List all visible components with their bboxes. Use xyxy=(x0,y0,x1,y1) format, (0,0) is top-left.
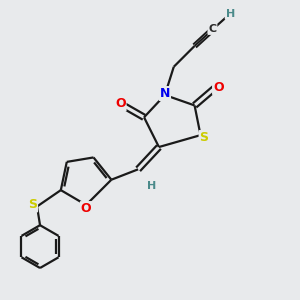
Text: O: O xyxy=(213,81,224,94)
Text: N: N xyxy=(160,87,170,100)
Text: H: H xyxy=(147,181,156,191)
Text: S: S xyxy=(28,199,37,212)
Text: H: H xyxy=(226,9,235,19)
Text: S: S xyxy=(200,131,208,144)
Text: C: C xyxy=(208,24,217,34)
Text: O: O xyxy=(115,98,126,110)
Text: O: O xyxy=(81,202,92,215)
